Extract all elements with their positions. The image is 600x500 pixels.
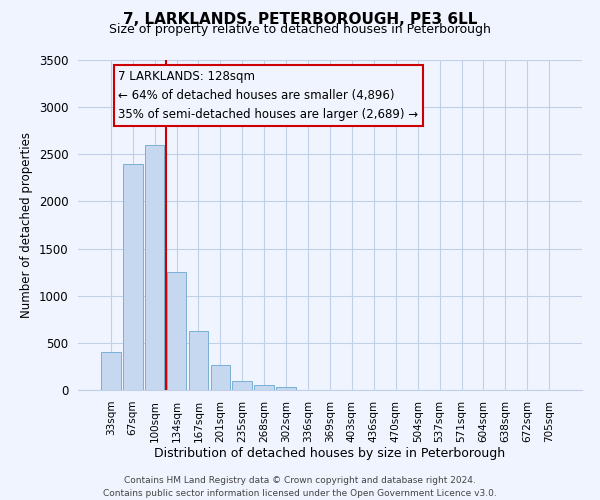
Text: Size of property relative to detached houses in Peterborough: Size of property relative to detached ho… <box>109 22 491 36</box>
Bar <box>188 330 208 390</box>
Bar <box>101 352 121 390</box>
Bar <box>145 145 164 390</box>
Text: Contains HM Land Registry data © Crown copyright and database right 2024.
Contai: Contains HM Land Registry data © Crown c… <box>103 476 497 498</box>
Bar <box>123 164 143 390</box>
Text: 7 LARKLANDS: 128sqm
← 64% of detached houses are smaller (4,896)
35% of semi-det: 7 LARKLANDS: 128sqm ← 64% of detached ho… <box>118 70 418 121</box>
Bar <box>167 272 187 390</box>
Bar <box>211 366 230 390</box>
X-axis label: Distribution of detached houses by size in Peterborough: Distribution of detached houses by size … <box>154 448 506 460</box>
Bar <box>254 386 274 390</box>
Bar <box>232 380 252 390</box>
Y-axis label: Number of detached properties: Number of detached properties <box>20 132 33 318</box>
Bar <box>276 387 296 390</box>
Text: 7, LARKLANDS, PETERBOROUGH, PE3 6LL: 7, LARKLANDS, PETERBOROUGH, PE3 6LL <box>123 12 477 28</box>
